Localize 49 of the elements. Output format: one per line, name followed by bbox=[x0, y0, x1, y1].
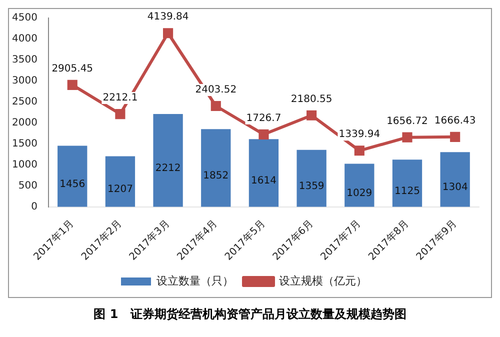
data-label: 2212.1 bbox=[102, 92, 138, 104]
data-label: 1339.94 bbox=[338, 129, 380, 140]
data-label: 1207 bbox=[107, 184, 133, 196]
data-label: 1359 bbox=[298, 180, 324, 192]
y-tick-label: 0 bbox=[31, 201, 38, 212]
data-label: 1029 bbox=[346, 188, 372, 199]
bar bbox=[105, 156, 136, 207]
y-tick-label: 1500 bbox=[12, 138, 38, 150]
point bbox=[210, 100, 221, 112]
bar bbox=[201, 129, 231, 207]
y-tick-label: 1000 bbox=[12, 160, 38, 170]
data-label: 1125 bbox=[394, 186, 420, 197]
y-tick-label: 4000 bbox=[12, 34, 38, 45]
point bbox=[402, 132, 412, 142]
data-label: 1656.72 bbox=[386, 116, 428, 127]
y-tick-label: 2000 bbox=[12, 118, 38, 129]
y-tick-label: 2500 bbox=[12, 96, 38, 108]
y-tick-label: 3000 bbox=[12, 76, 38, 87]
point bbox=[67, 80, 78, 90]
data-label: 1666.43 bbox=[434, 116, 476, 127]
data-label: 2403.52 bbox=[195, 84, 237, 96]
bar bbox=[440, 152, 470, 207]
y-tick-label: 4500 bbox=[12, 12, 38, 24]
text: 图 1 证券期货经营机构资管产品月设立数量及规模趋势图 bbox=[92, 306, 408, 323]
y-tick-label: 500 bbox=[18, 180, 38, 192]
data-label: 1726.7 bbox=[246, 112, 282, 124]
y-tick-label: 3500 bbox=[12, 54, 38, 66]
point bbox=[163, 28, 174, 38]
bar bbox=[58, 146, 88, 207]
data-label: 4139.84 bbox=[147, 12, 189, 23]
bar bbox=[296, 150, 326, 207]
bar bbox=[392, 160, 422, 207]
data-label: 2212 bbox=[155, 163, 181, 174]
point bbox=[115, 108, 126, 120]
bar bbox=[153, 114, 183, 207]
point bbox=[354, 146, 364, 156]
bar bbox=[248, 139, 279, 207]
data-label: 1304 bbox=[442, 182, 468, 194]
point bbox=[306, 110, 317, 120]
bar bbox=[344, 164, 374, 207]
data-label: 1456 bbox=[60, 178, 86, 190]
data-label: 1852 bbox=[203, 170, 229, 182]
data-label: 2180.55 bbox=[290, 94, 332, 105]
point bbox=[258, 129, 269, 140]
data-label: 2905.45 bbox=[52, 64, 94, 75]
legend-label: 设立规模（亿元） bbox=[279, 274, 367, 288]
data-label: 1614 bbox=[251, 176, 276, 187]
point bbox=[450, 132, 460, 142]
legend-label: 设立数量（只） bbox=[156, 274, 234, 288]
